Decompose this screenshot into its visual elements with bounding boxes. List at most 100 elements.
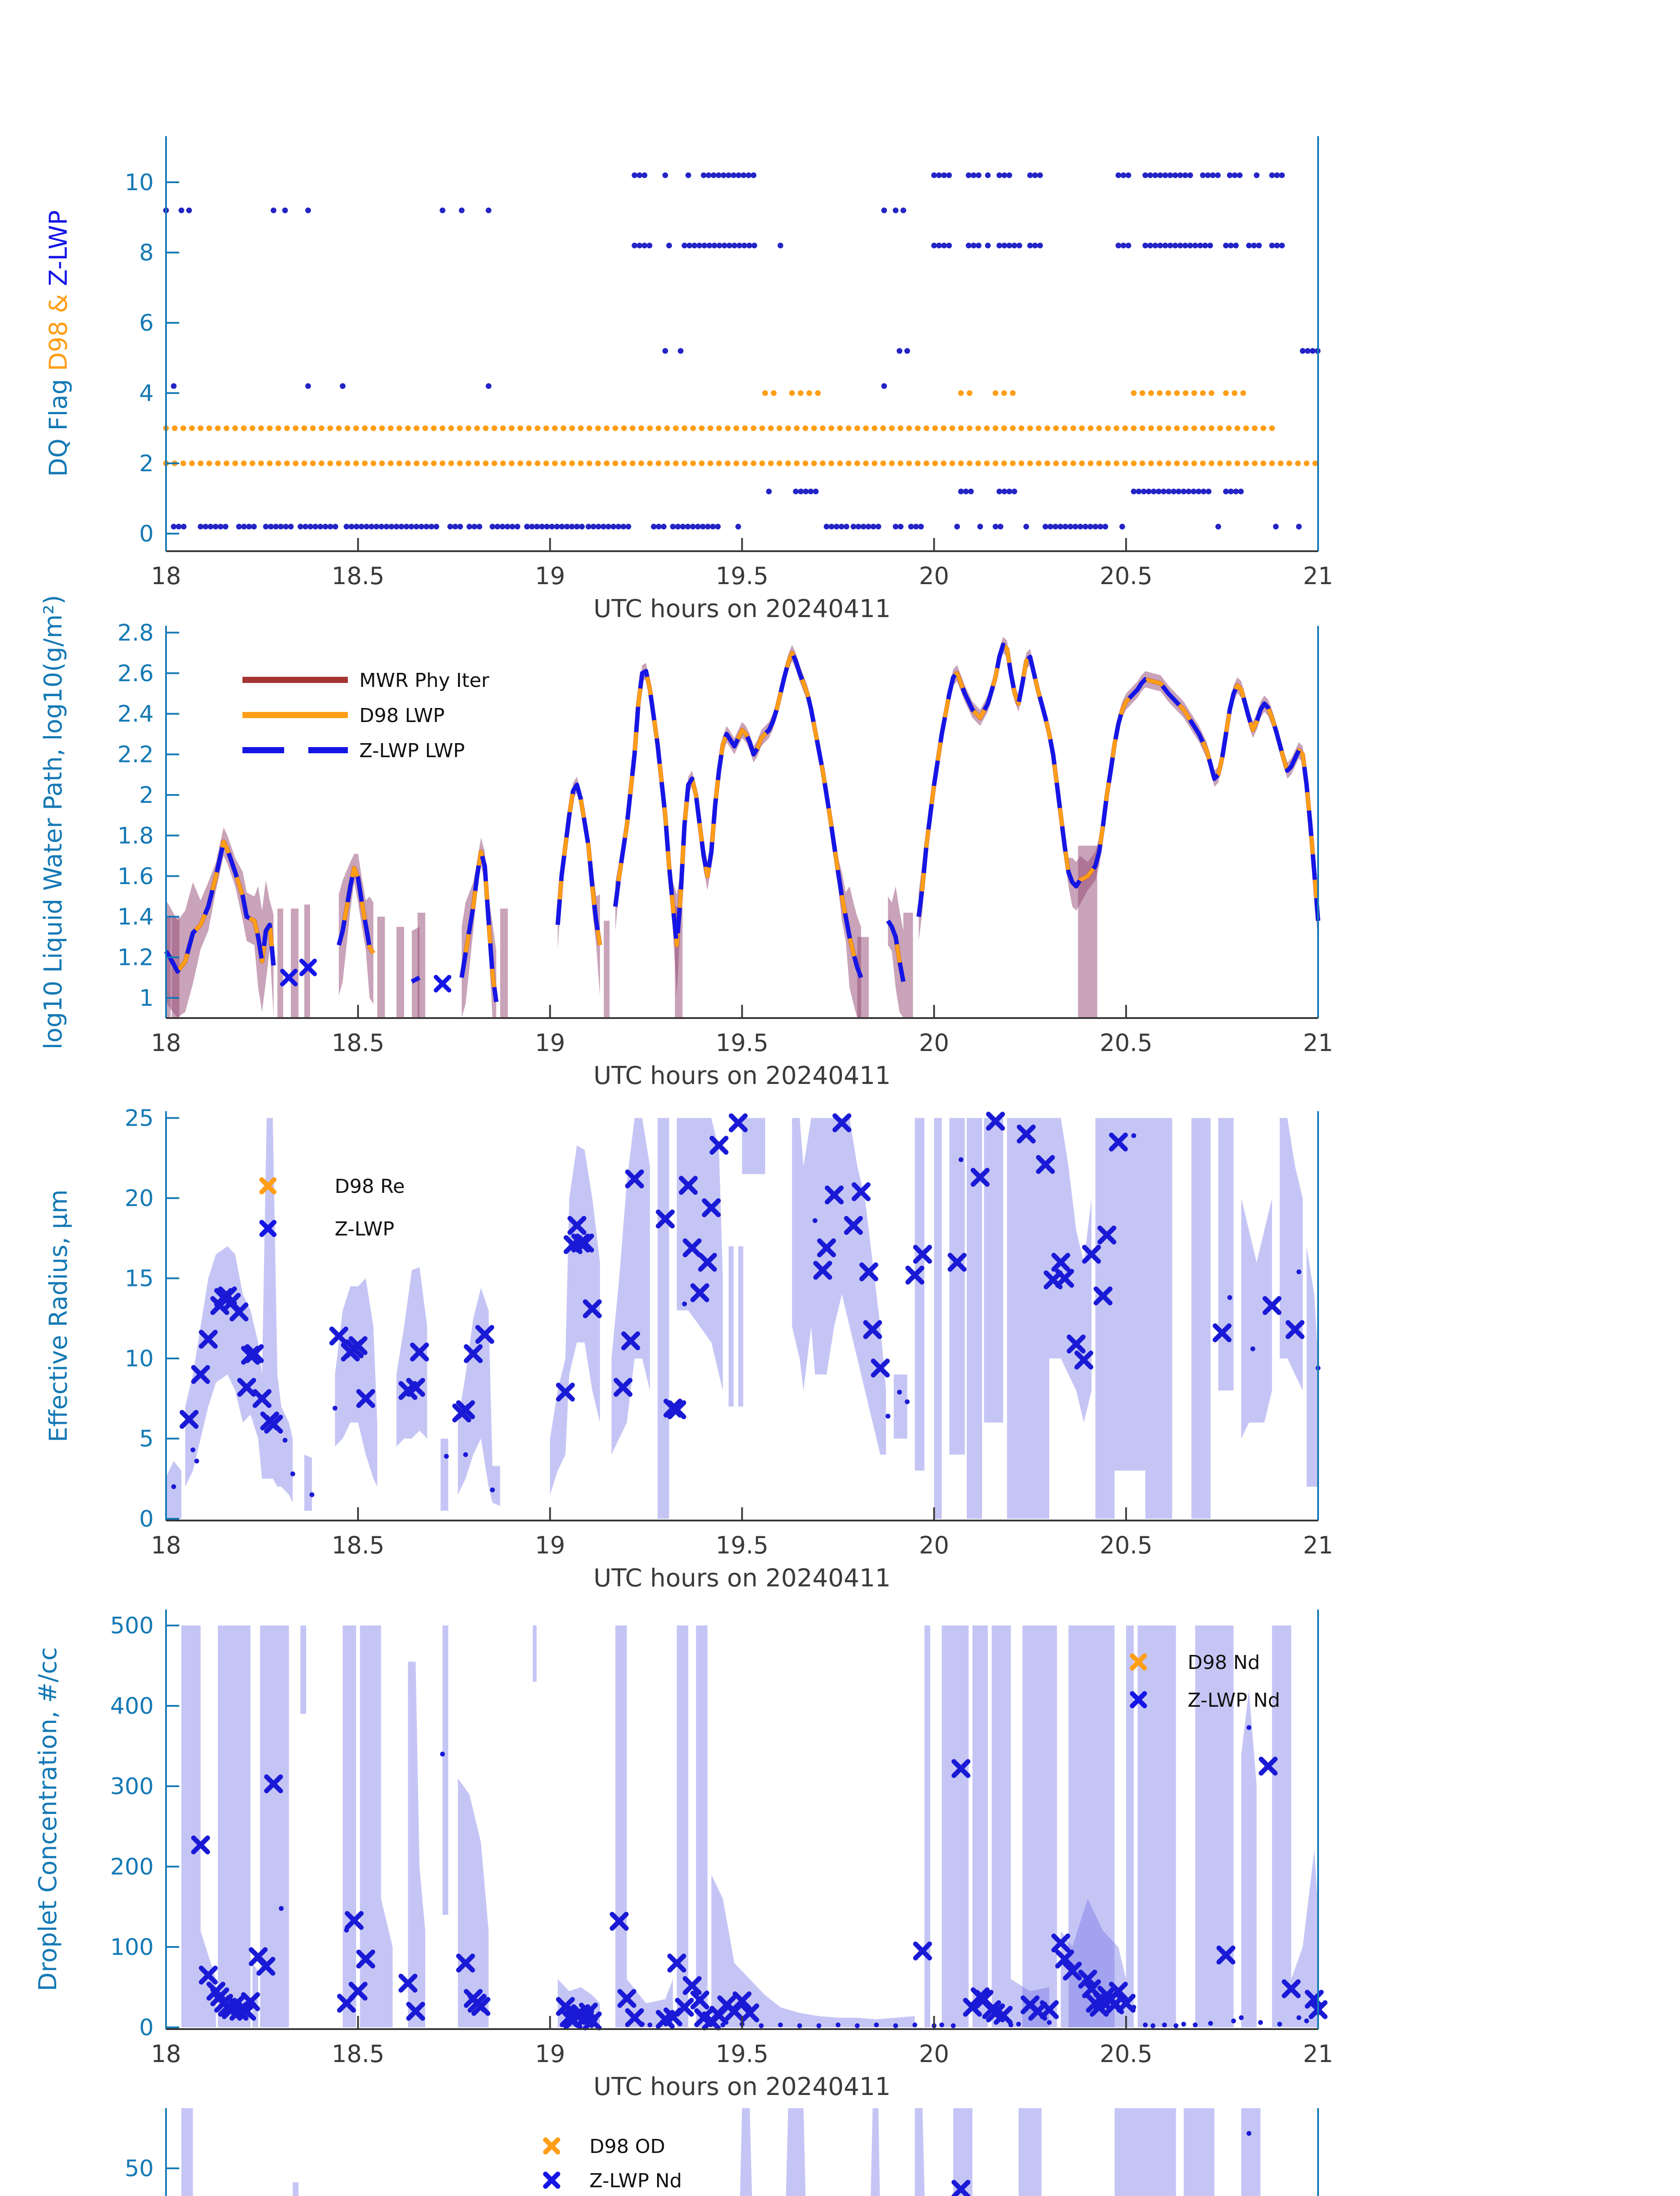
dq-flag-dot xyxy=(560,425,567,431)
zlwp-x-marker xyxy=(613,1378,632,1397)
dq-flag-dot xyxy=(1240,390,1246,396)
legend-label: Z-LWP LWP xyxy=(359,740,465,762)
dq-flag-dot xyxy=(383,524,390,530)
zlwp-x-marker xyxy=(733,1991,751,2011)
dq-flag-dot xyxy=(794,425,800,431)
x-tick-label: 19 xyxy=(535,2040,565,2068)
dq-flag-dot xyxy=(871,524,876,530)
dq-flag-dot xyxy=(1304,460,1310,466)
dq-flag-dot xyxy=(405,460,411,466)
dq-flag-dot xyxy=(1125,172,1131,178)
zlwp-x-marker xyxy=(683,1238,702,1257)
zlwp-x-marker xyxy=(656,1209,675,1228)
uncertainty-band xyxy=(458,1288,500,1506)
y-tick-label: 0 xyxy=(139,1506,154,1532)
dq-flag-dot xyxy=(742,425,748,431)
dq-flag-dot xyxy=(302,524,308,530)
dq-flag-dot xyxy=(180,460,186,466)
panel-dq: 0 2 4 6 8 10 18 18.5 19 19.5 20 20.5 21 UTC hours on … xyxy=(44,136,1333,623)
dq-flag-dot xyxy=(793,488,799,495)
dq-flag-dot xyxy=(1200,425,1206,431)
dq-flag-dot xyxy=(491,460,498,466)
dq-flag-dot xyxy=(1131,488,1137,495)
dq-flag-dot xyxy=(198,524,204,530)
dq-flag-dot xyxy=(699,460,705,466)
dq-flag-dot xyxy=(785,425,791,431)
dq-flag-dot xyxy=(975,172,982,178)
dq-flag-dot xyxy=(993,390,999,396)
dq-flag-dot xyxy=(975,460,981,466)
dq-flag-dot xyxy=(457,460,463,466)
dq-flag-dot xyxy=(1182,242,1188,249)
zlwp-x-marker xyxy=(683,1976,702,1995)
uncertainty-band xyxy=(1241,1198,1272,1439)
dq-flag-dot xyxy=(447,524,453,530)
dq-flag-dot xyxy=(224,425,230,431)
dq-flag-dot xyxy=(431,460,437,466)
data-dot xyxy=(905,1399,910,1405)
dq-flag-dot xyxy=(1027,460,1033,466)
dq-flag-dot xyxy=(526,425,532,431)
data-dot xyxy=(490,1487,495,1492)
dq-flag-dot xyxy=(813,488,819,495)
dq-flag-dot xyxy=(965,172,972,178)
dq-flag-dot xyxy=(485,207,491,213)
dq-flag-dot xyxy=(1208,460,1214,466)
x-tick-label: 18.5 xyxy=(332,562,384,590)
uncertainty-band xyxy=(1068,1625,1115,2027)
dq-flag-dot xyxy=(268,524,274,530)
dq-flag-dot xyxy=(202,524,209,530)
dq-flag-dot xyxy=(423,524,430,530)
dq-flag-dot xyxy=(379,460,385,466)
dq-flag-dot xyxy=(403,524,409,530)
dq-flag-dot xyxy=(931,242,937,249)
dq-flag-dot xyxy=(918,524,924,530)
dq-flag-dot xyxy=(1269,242,1275,249)
dq-flag-dot xyxy=(1087,460,1094,466)
dq-flag-dot xyxy=(954,524,960,530)
dq-flag-dot xyxy=(854,425,860,431)
zlwp-x-marker xyxy=(571,1233,590,1253)
dq-flag-dot xyxy=(620,524,626,530)
data-dot xyxy=(1258,2020,1263,2025)
x-tick-label: 19.5 xyxy=(715,1531,768,1559)
data-dot xyxy=(1304,2018,1309,2023)
dq-flag-dot xyxy=(267,460,273,466)
dq-flag-dot xyxy=(1200,390,1206,396)
dq-flag-dot xyxy=(1243,460,1249,466)
dq-flag-dot xyxy=(327,425,333,431)
dq-flag-dot xyxy=(1162,172,1168,178)
dq-flag-dot xyxy=(1087,524,1093,530)
y-axis-label-part: D98 & xyxy=(44,294,73,371)
zlwp-x-marker xyxy=(1078,1969,1097,1989)
dq-flag-dot xyxy=(388,460,394,466)
dq-flag-dot xyxy=(1202,242,1208,249)
dq-flag-dot xyxy=(1152,242,1158,249)
panel-lwp: 1 1.2 1.4 1.6 1.8 2 2.2 2.4 2.6 2.8 18 18.5 19 19.5 20… xyxy=(39,595,1333,1090)
dq-flag-dot xyxy=(483,425,489,431)
dq-flag-dot xyxy=(1048,524,1054,530)
data-dot xyxy=(444,1454,449,1459)
uncertainty-column xyxy=(396,927,405,1018)
dq-flag-dot xyxy=(585,524,592,530)
dq-flag-dot xyxy=(811,460,817,466)
dq-flag-dot xyxy=(647,460,653,466)
dq-flag-dot xyxy=(1172,172,1178,178)
dq-flag-dot xyxy=(595,425,601,431)
uncertainty-band xyxy=(991,1625,1011,2027)
data-dot xyxy=(1162,2023,1167,2027)
dq-flag-dot xyxy=(946,242,952,249)
dq-flag-dot xyxy=(171,383,177,389)
zlwp-x-marker xyxy=(253,1389,272,1408)
dq-flag-dot xyxy=(820,425,826,431)
uncertainty-column xyxy=(903,913,913,1018)
dq-flag-dot xyxy=(1119,524,1125,530)
zlwp-x-marker xyxy=(610,1911,629,1931)
uncertainty-band xyxy=(949,1118,965,1455)
dq-flag-dot xyxy=(605,524,611,530)
dq-flag-dot xyxy=(388,425,394,431)
dq-flag-dot xyxy=(1200,460,1206,466)
dq-flag-dot xyxy=(405,425,411,431)
data-dot xyxy=(1246,2131,1252,2136)
uncertainty-band xyxy=(181,2108,193,2196)
